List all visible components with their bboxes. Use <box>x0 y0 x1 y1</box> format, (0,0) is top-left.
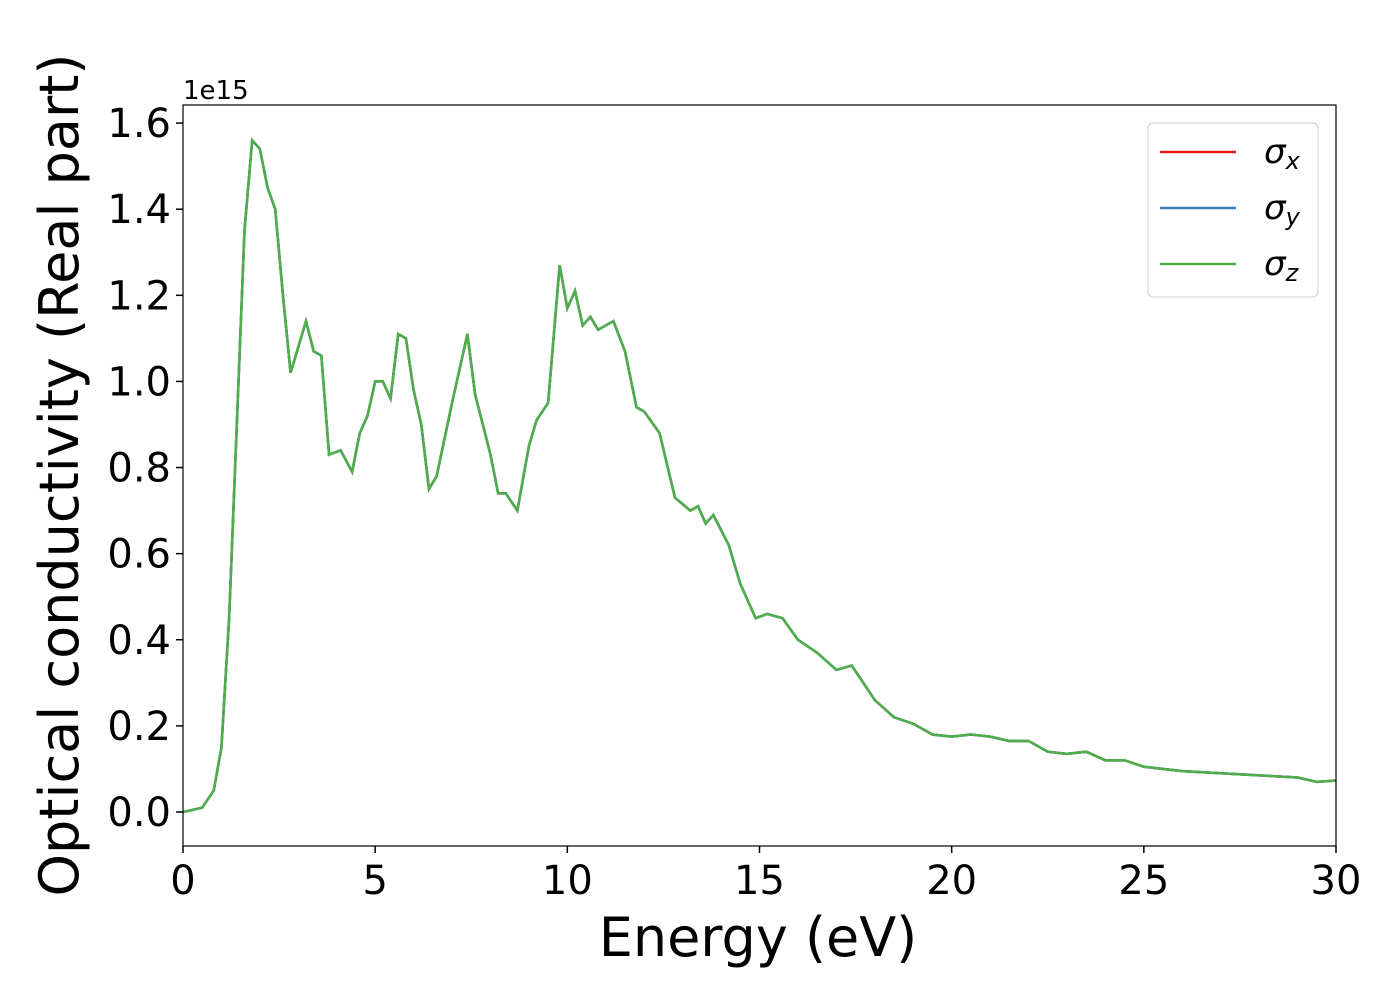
y-tick-label: 0.4 <box>107 618 171 664</box>
x-tick-label: 10 <box>542 858 593 904</box>
y-tick-label: 0.0 <box>107 790 171 836</box>
legend-label: σx <box>1264 132 1301 175</box>
legend-box <box>1147 122 1319 298</box>
y-axis-label: Optical conductivity (Real part) <box>28 54 91 897</box>
y-tick-label: 0.2 <box>107 704 171 750</box>
x-tick-label: 15 <box>734 858 785 904</box>
x-tick-label: 20 <box>926 858 977 904</box>
plot-frame <box>182 104 1337 847</box>
y-tick-label: 0.6 <box>107 532 171 578</box>
y-tick-label: 1.2 <box>107 273 171 319</box>
y-tick-label: 1.4 <box>107 187 171 233</box>
legend-label: σz <box>1264 244 1300 287</box>
y-tick-label: 0.8 <box>107 446 171 492</box>
legend-label: σy <box>1264 188 1301 231</box>
y-offset-label: 1e15 <box>183 76 249 106</box>
x-tick-label: 25 <box>1118 858 1169 904</box>
y-tick-label: 1.0 <box>107 359 171 405</box>
y-tick-label: 1.6 <box>107 101 171 147</box>
line-series <box>183 137 1336 814</box>
x-tick-label: 0 <box>170 858 195 904</box>
x-tick-label: 30 <box>1311 858 1362 904</box>
x-tick-label: 5 <box>362 858 387 904</box>
x-axis-label: Energy (eV) <box>599 906 918 969</box>
